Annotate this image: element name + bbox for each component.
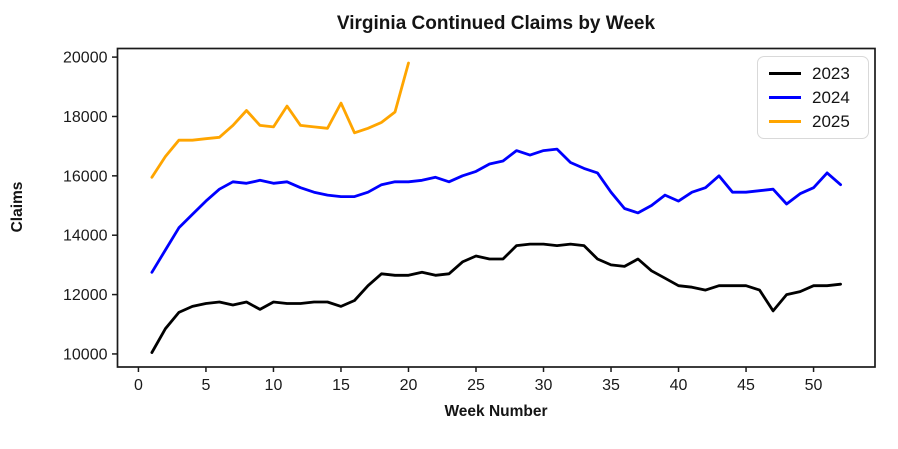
legend-line-2025-icon: [769, 120, 801, 123]
x-tick-label: 0: [134, 377, 143, 394]
legend-line-2024-icon: [769, 96, 801, 99]
x-tick-label: 50: [805, 377, 823, 394]
x-tick-label: 15: [332, 377, 350, 394]
x-tick-label: 45: [737, 377, 755, 394]
x-tick-label: 30: [535, 377, 553, 394]
legend-label-2023: 2023: [812, 64, 850, 83]
legend: 2023 2024 2025: [757, 56, 869, 139]
legend-item-2025: 2025: [769, 113, 858, 130]
legend-label-2024: 2024: [812, 88, 850, 107]
legend-item-2024: 2024: [769, 89, 858, 106]
y-tick-label: 16000: [63, 168, 108, 185]
y-tick-label: 14000: [63, 228, 108, 245]
legend-line-2023-icon: [769, 72, 801, 75]
x-tick-label: 5: [201, 377, 210, 394]
chart-title: Virginia Continued Claims by Week: [336, 13, 656, 34]
x-tick-label: 40: [670, 377, 688, 394]
y-axis-label: Claims: [9, 181, 26, 233]
y-tick-label: 10000: [63, 346, 108, 363]
axes-frame: [116, 47, 876, 368]
legend-label-2025: 2025: [812, 112, 850, 131]
series-line-2024: [150, 147, 842, 274]
y-tick-label: 20000: [63, 50, 108, 67]
y-tick-label: 18000: [63, 109, 108, 126]
x-tick-label: 35: [602, 377, 620, 394]
x-tick-label: 20: [400, 377, 418, 394]
x-tick-label: 10: [265, 377, 283, 394]
series-line-2023: [150, 242, 842, 354]
y-tick-label: 12000: [63, 287, 108, 304]
x-axis-label: Week Number: [444, 403, 548, 420]
x-tick-label: 25: [467, 377, 485, 394]
series-line-2025: [150, 61, 410, 179]
legend-item-2023: 2023: [769, 65, 858, 82]
